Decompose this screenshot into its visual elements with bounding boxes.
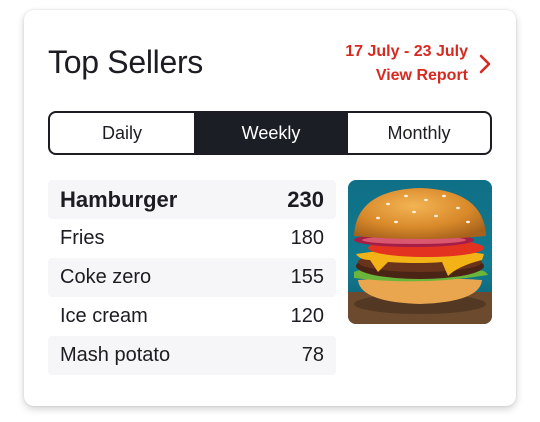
item-name: Hamburger [60, 186, 178, 212]
period-tabs: Daily Weekly Monthly [48, 111, 492, 155]
item-count: 78 [301, 344, 324, 366]
item-name: Coke zero [60, 266, 152, 288]
chevron-right-icon [479, 54, 491, 74]
hamburger-icon [348, 180, 492, 324]
hamburger-image [348, 180, 492, 324]
item-count: 120 [290, 305, 324, 327]
list-item: Mash potato 78 [48, 336, 336, 375]
view-report-link[interactable]: 17 July - 23 July View Report [345, 40, 492, 88]
item-name: Fries [60, 227, 105, 249]
item-count: 180 [290, 227, 324, 249]
tab-monthly[interactable]: Monthly [387, 122, 451, 143]
list-item: Coke zero 155 [48, 258, 336, 297]
tab-weekly[interactable]: Weekly [196, 113, 348, 153]
item-count: 155 [290, 266, 324, 288]
list-item: Hamburger 230 [48, 180, 336, 219]
report-text: 17 July - 23 July View Report [345, 40, 468, 88]
list-item: Fries 180 [48, 219, 336, 258]
item-name: Ice cream [60, 305, 148, 327]
card-title: Top Sellers [48, 44, 203, 80]
tab-daily[interactable]: Daily [50, 113, 196, 153]
item-name: Mash potato [60, 344, 171, 366]
date-range: 17 July - 23 July [345, 43, 468, 60]
list-item: Ice cream 120 [48, 297, 336, 336]
sellers-list: Hamburger 230 Fries 180 Coke zero 155 Ic… [48, 180, 336, 375]
view-report-label: View Report [375, 67, 468, 84]
top-sellers-card: Top Sellers 17 July - 23 July View Repor… [24, 10, 516, 406]
item-count: 230 [287, 186, 324, 212]
